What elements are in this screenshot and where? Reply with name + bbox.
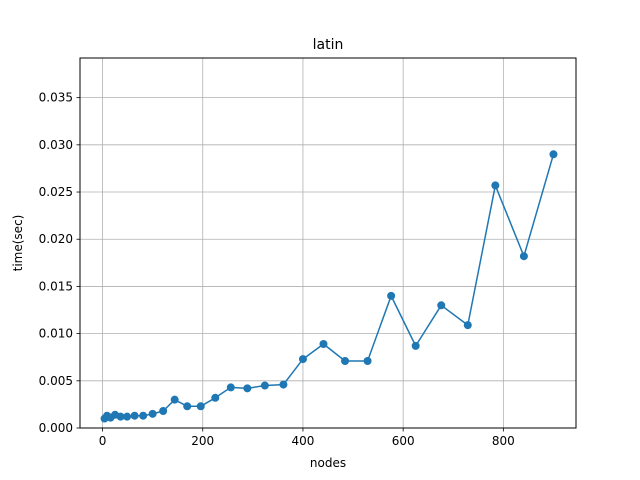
chart-title: latin [313,37,344,53]
data-point [549,150,558,159]
data-point [279,380,288,389]
data-point [139,411,148,420]
y-axis: 0.000 0.005 0.010 0.015 0.020 0.025 0.030 0.035 [39,91,80,435]
x-tick-label: 400 [291,434,314,448]
data-point [341,356,350,365]
plot-frame [79,57,577,429]
data-point [123,412,132,421]
y-tick-label: 0.030 [39,138,73,152]
y-tick-label: 0.025 [39,185,73,199]
x-tick-label: 600 [392,434,415,448]
data-point [196,402,205,411]
data-point [183,402,192,411]
data-point [116,412,125,421]
data-point [463,321,472,330]
y-tick-label: 0.010 [39,327,73,341]
y-tick-label: 0.005 [39,374,73,388]
x-tick-label: 800 [492,434,515,448]
series-layer [100,150,558,423]
x-axis-label: nodes [310,456,346,470]
data-point [226,383,235,392]
y-tick-label: 0.035 [39,91,73,105]
y-tick-label: 0.000 [39,421,73,435]
data-point [243,384,252,393]
data-point [491,181,500,190]
data-point [363,356,372,365]
y-axis-label: time(sec) [11,215,25,272]
data-point [170,395,179,404]
data-point [159,407,168,416]
data-point [519,252,528,261]
y-tick-label: 0.015 [39,279,73,293]
data-point [411,341,420,350]
x-axis: 0 200 400 600 800 [99,428,515,448]
data-point [437,301,446,310]
data-point [260,381,269,390]
x-tick-label: 200 [191,434,214,448]
data-point [211,393,220,402]
data-point [148,409,157,418]
data-point [298,355,307,364]
data-point [387,291,396,300]
data-point [130,411,139,420]
data-point [319,339,328,348]
x-tick-label: 0 [99,434,107,448]
y-tick-label: 0.020 [39,232,73,246]
